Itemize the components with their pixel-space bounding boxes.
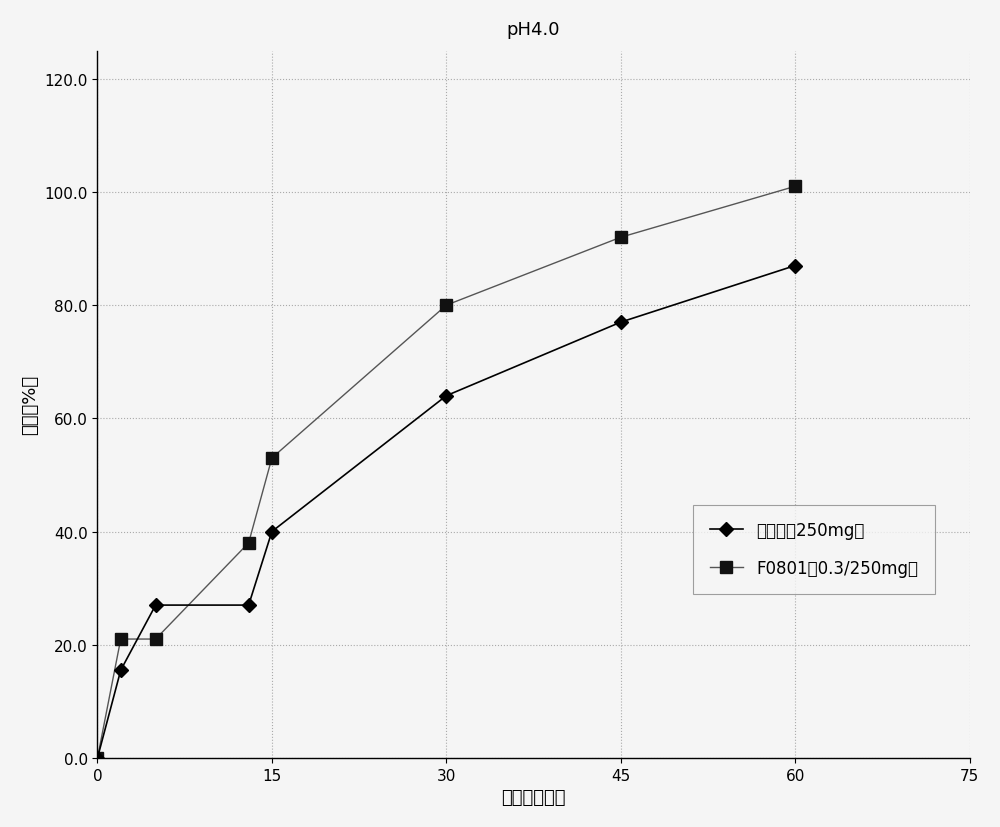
F0801（0.3/250mg） [115,634,127,644]
F0801（0.3/250mg） [789,182,801,192]
F0801（0.3/250mg） [266,453,278,463]
Title: pH4.0: pH4.0 [507,21,560,39]
Line: F0801（0.3/250mg）: F0801（0.3/250mg） [92,182,801,763]
格华止（250mg） [243,600,255,610]
格华止（250mg） [150,600,162,610]
Y-axis label: 溶解（%）: 溶解（%） [21,375,39,435]
格华止（250mg） [266,527,278,537]
F0801（0.3/250mg） [243,538,255,548]
格华止（250mg） [91,753,103,763]
Legend: 格华止（250mg）, F0801（0.3/250mg）: 格华止（250mg）, F0801（0.3/250mg） [693,505,935,595]
F0801（0.3/250mg） [615,233,627,243]
格华止（250mg） [789,261,801,271]
Line: 格华止（250mg）: 格华止（250mg） [93,261,800,762]
F0801（0.3/250mg） [91,753,103,763]
F0801（0.3/250mg） [150,634,162,644]
格华止（250mg） [440,391,452,401]
格华止（250mg） [615,318,627,327]
格华止（250mg） [115,666,127,676]
X-axis label: 时间（分钟）: 时间（分钟） [501,788,566,806]
F0801（0.3/250mg） [440,301,452,311]
